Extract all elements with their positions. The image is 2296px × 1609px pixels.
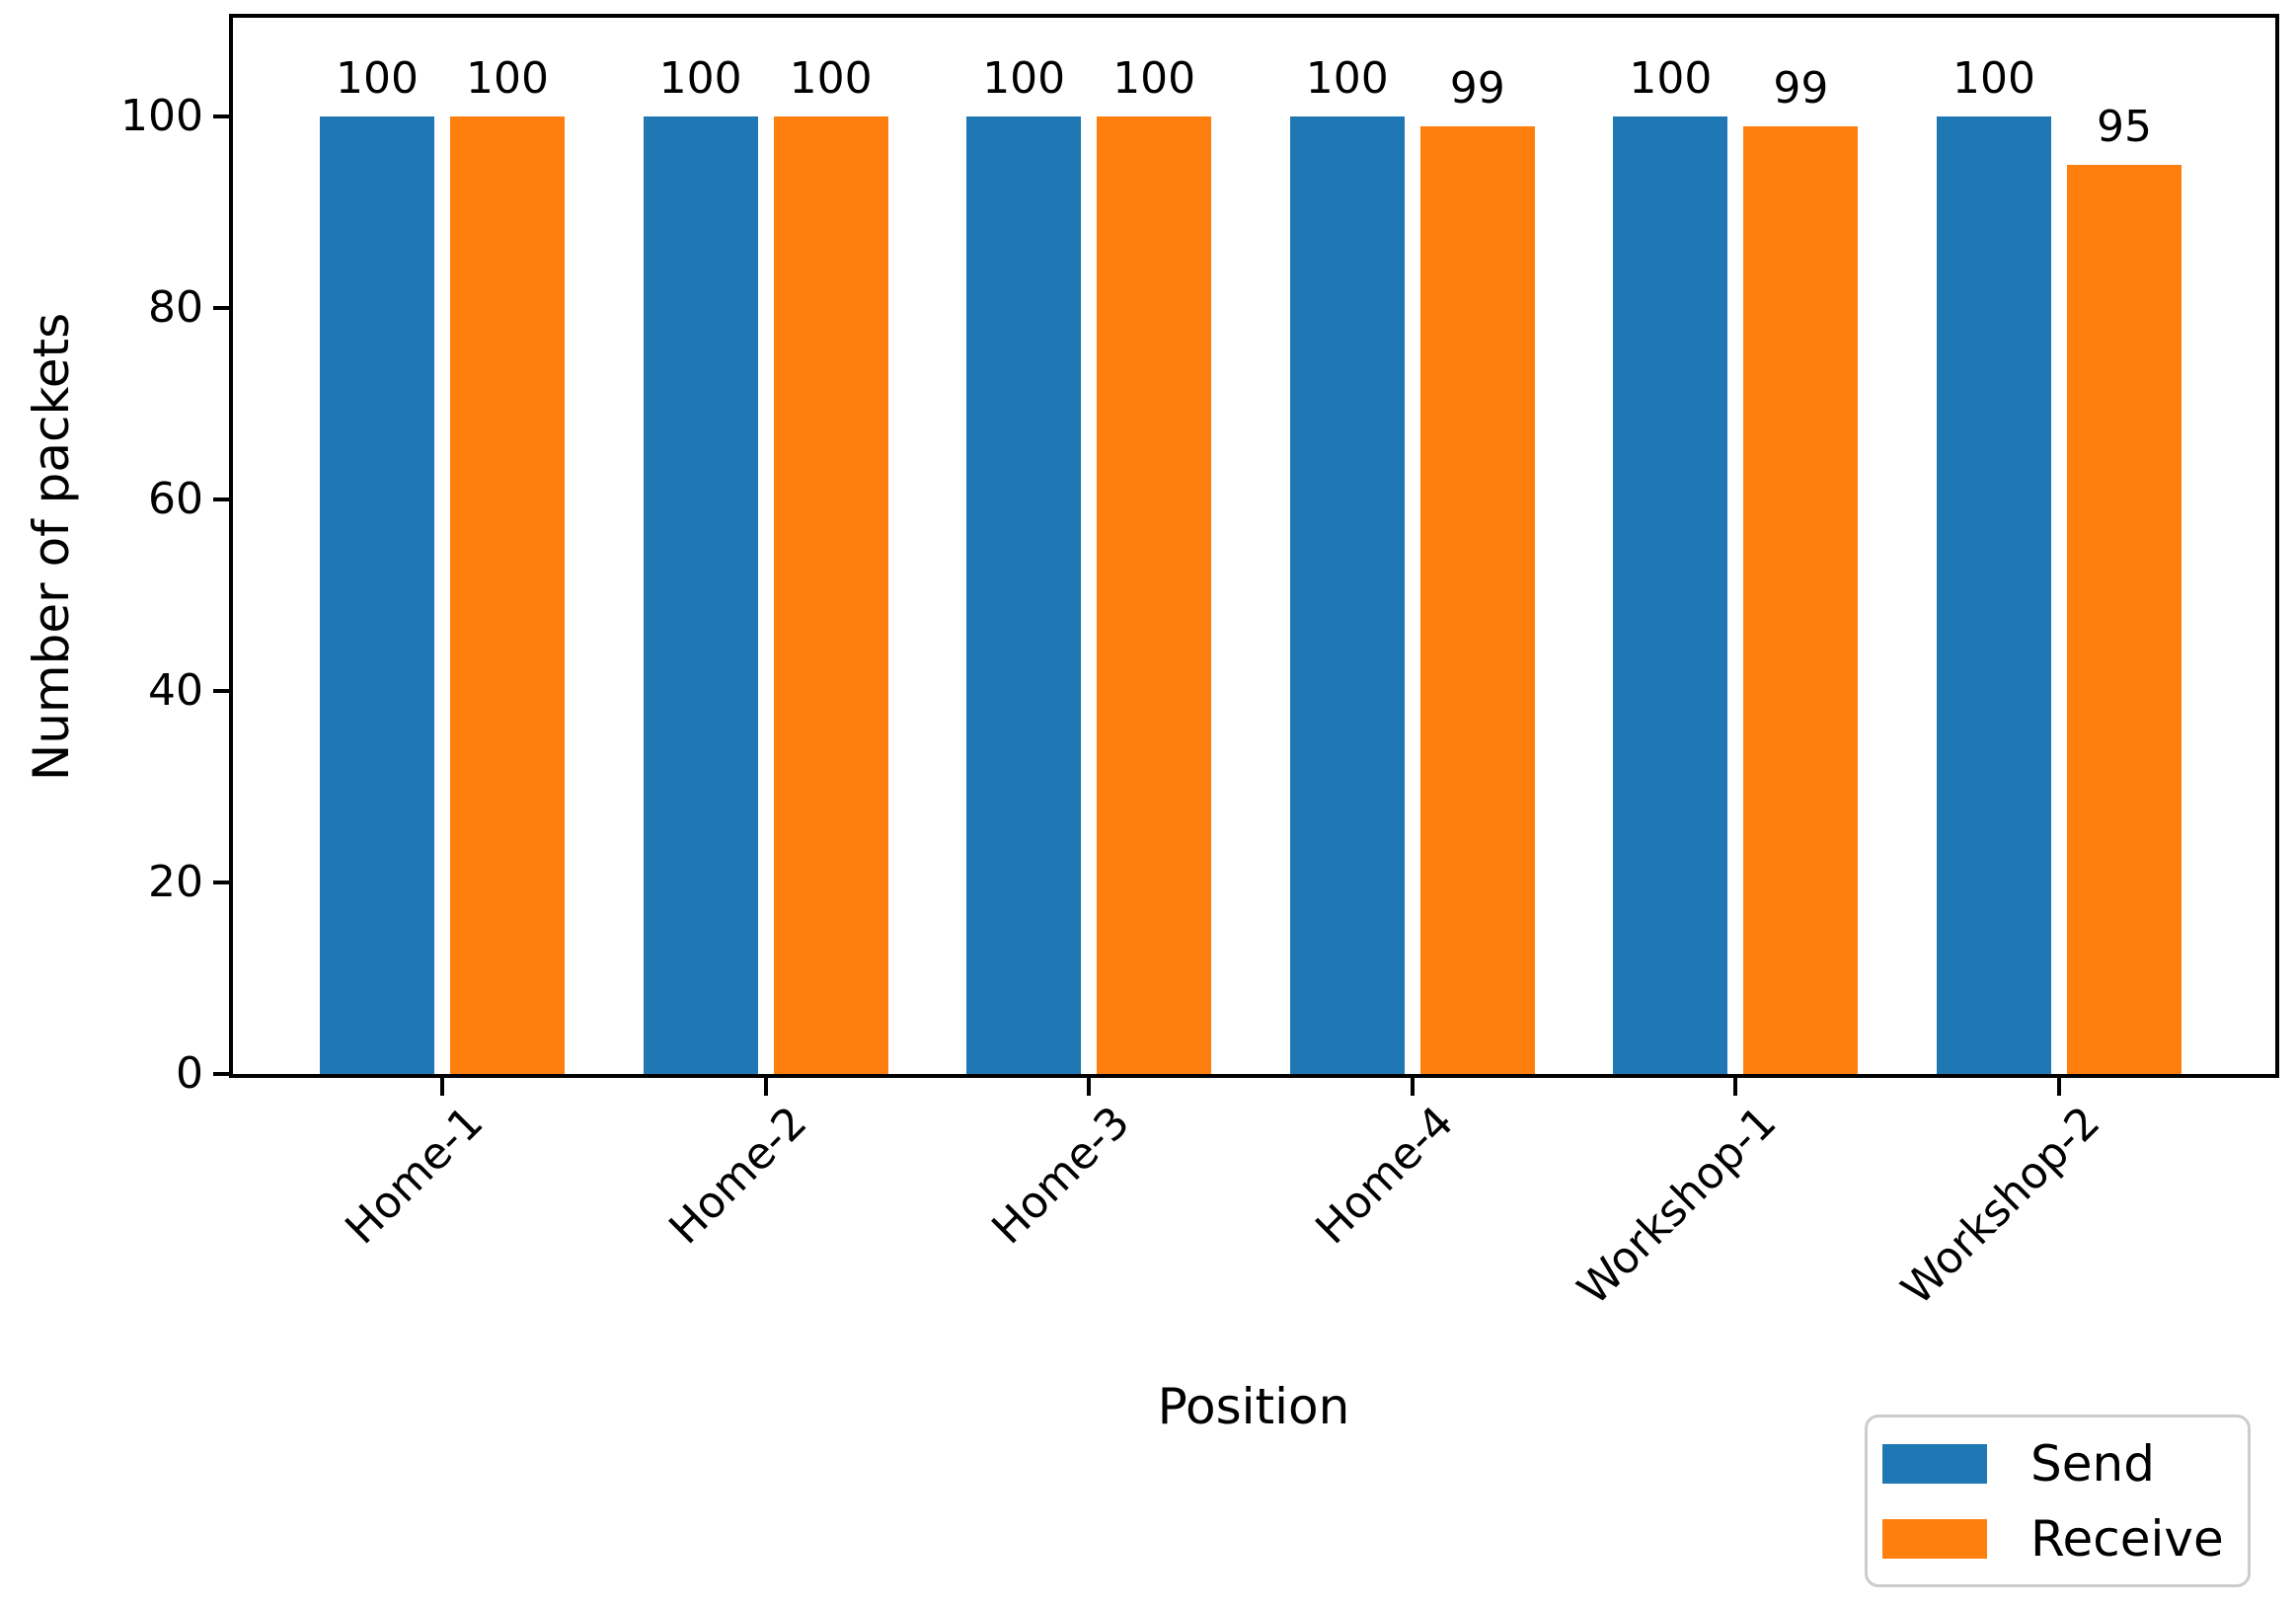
x-tick-mark	[440, 1074, 444, 1096]
x-tick-label: Home-2	[658, 1097, 816, 1255]
bar-value-label: 100	[1305, 53, 1389, 104]
legend-label-send: Send	[2030, 1434, 2155, 1493]
send-bar	[643, 116, 758, 1074]
x-tick-label: Home-1	[336, 1097, 494, 1255]
receive-bar	[1097, 116, 1212, 1074]
x-tick-mark	[1410, 1074, 1415, 1096]
y-tick-label: 20	[148, 857, 203, 907]
x-tick-mark	[1733, 1074, 1738, 1096]
legend-row-send: Send	[1882, 1437, 2248, 1491]
receive-swatch-icon	[1882, 1518, 1987, 1559]
y-tick-label: 0	[176, 1048, 203, 1099]
bar-value-label: 100	[466, 53, 549, 104]
x-tick-label: Workshop-1	[1569, 1097, 1787, 1315]
y-tick-mark	[213, 881, 233, 884]
y-tick-mark	[213, 115, 233, 118]
bar-value-label: 100	[1952, 53, 2035, 104]
x-tick-label: Home-3	[982, 1097, 1140, 1255]
bar-value-label: 100	[658, 53, 742, 104]
legend: Send Receive	[1865, 1415, 2251, 1587]
y-tick-mark	[213, 1072, 233, 1076]
legend-row-receive: Receive	[1882, 1512, 2248, 1566]
bar-value-label: 99	[1773, 62, 1829, 114]
x-tick-label: Workshop-2	[1891, 1097, 2110, 1315]
y-tick-mark	[213, 689, 233, 693]
y-tick-label: 100	[120, 91, 203, 141]
receive-bar	[2067, 164, 2181, 1074]
send-bar	[1289, 116, 1405, 1074]
send-bar	[1937, 116, 2051, 1074]
send-bar	[320, 116, 434, 1074]
y-tick-label: 40	[148, 665, 203, 716]
bar-value-label: 99	[1449, 62, 1505, 114]
bar-value-label: 95	[2097, 101, 2152, 152]
bar-value-label: 100	[982, 53, 1066, 104]
bar-value-label: 100	[1629, 53, 1713, 104]
x-tick-mark	[1087, 1074, 1092, 1096]
x-tick-mark	[2057, 1074, 2061, 1096]
y-tick-label: 60	[148, 474, 203, 524]
send-swatch-icon	[1882, 1443, 1987, 1484]
y-tick-mark	[213, 498, 233, 501]
receive-bar	[1419, 125, 1535, 1074]
send-bar	[1613, 116, 1728, 1074]
receive-bar	[773, 116, 888, 1074]
y-tick-mark	[213, 306, 233, 310]
send-bar	[966, 116, 1082, 1074]
bar-value-label: 100	[336, 53, 419, 104]
legend-label-receive: Receive	[2030, 1509, 2224, 1568]
x-axis-label: Position	[1157, 1378, 1350, 1435]
bar-value-label: 100	[1112, 53, 1196, 104]
receive-bar	[1743, 125, 1859, 1074]
x-tick-label: Home-4	[1306, 1097, 1464, 1255]
receive-bar	[450, 116, 565, 1074]
x-tick-mark	[763, 1074, 768, 1096]
y-tick-label: 80	[148, 282, 203, 333]
plot-area	[229, 14, 2279, 1078]
bar-value-label: 100	[789, 53, 873, 104]
